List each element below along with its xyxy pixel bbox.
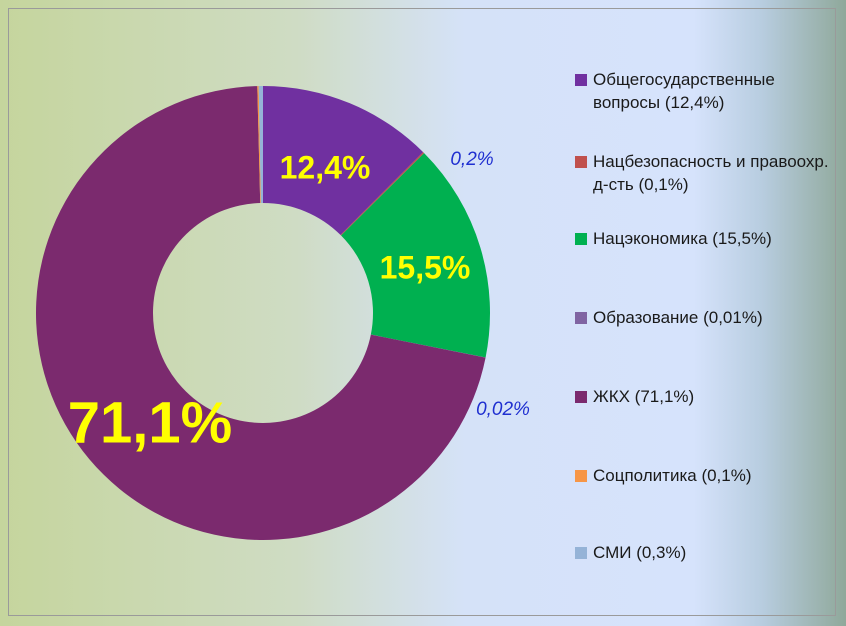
data-label: 71,1%: [68, 390, 232, 455]
legend-swatch: [575, 547, 587, 559]
legend-label: Соцполитика (0,1%): [593, 466, 752, 485]
legend-swatch: [575, 312, 587, 324]
legend-label: Нацэкономика (15,5%): [593, 229, 772, 248]
legend-label: Образование (0,01%): [593, 308, 763, 327]
legend-swatch: [575, 391, 587, 403]
donut-slice: [263, 86, 424, 236]
legend-swatch: [575, 233, 587, 245]
data-label: 0,02%: [476, 399, 530, 420]
data-label: 15,5%: [380, 249, 471, 285]
legend-label: Общегосударственные вопросы (12,4%): [593, 70, 775, 112]
donut-slice: [341, 153, 490, 358]
legend-swatch: [575, 470, 587, 482]
data-label: 12,4%: [280, 149, 371, 185]
legend-label: СМИ (0,3%): [593, 543, 687, 562]
legend-item: Нацбезопасность и правоохр. д-сть (0,1%): [575, 150, 837, 196]
donut-slice: [257, 86, 261, 204]
donut-slice: [36, 86, 486, 541]
legend-swatch: [575, 156, 587, 168]
legend-label: ЖКХ (71,1%): [593, 387, 695, 406]
data-label: 0,2%: [450, 149, 493, 170]
legend-item: Общегосударственные вопросы (12,4%): [575, 68, 837, 114]
chart-frame: [8, 8, 836, 616]
legend-label: Нацбезопасность и правоохр. д-сть (0,1%): [593, 152, 829, 194]
donut-slice: [340, 152, 425, 236]
donut-slice: [258, 86, 263, 204]
legend-item: Нацэкономика (15,5%): [575, 227, 837, 250]
legend-swatch: [575, 74, 587, 86]
legend-item: СМИ (0,3%): [575, 541, 837, 564]
donut-slice: [370, 334, 486, 358]
legend-item: Образование (0,01%): [575, 306, 837, 329]
legend-item: Соцполитика (0,1%): [575, 464, 837, 487]
legend-item: ЖКХ (71,1%): [575, 385, 837, 408]
